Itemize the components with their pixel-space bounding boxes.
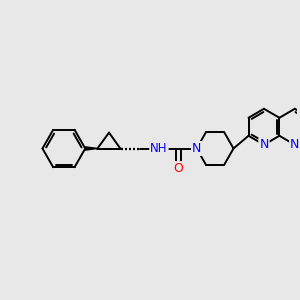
Text: NH: NH: [150, 142, 168, 155]
Text: O: O: [173, 162, 183, 175]
Text: N: N: [290, 138, 299, 151]
Text: N: N: [192, 142, 201, 155]
Text: N: N: [259, 138, 268, 151]
Polygon shape: [85, 147, 98, 150]
